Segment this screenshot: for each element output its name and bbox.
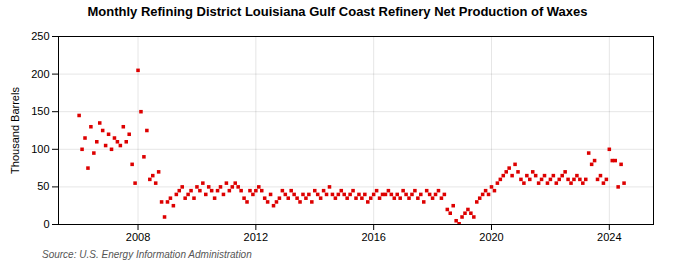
svg-text:2008: 2008 — [126, 231, 150, 243]
svg-text:2012: 2012 — [244, 231, 268, 243]
svg-text:150: 150 — [31, 105, 49, 117]
svg-text:100: 100 — [31, 143, 49, 155]
svg-text:2016: 2016 — [361, 231, 385, 243]
svg-text:250: 250 — [31, 30, 49, 42]
html-text:Monthly Refining District Loui: Monthly Refining District Louisiana Gulf… — [87, 4, 588, 19]
svg-text:2020: 2020 — [479, 231, 503, 243]
svg-text:50: 50 — [37, 180, 49, 192]
svg-text:2024: 2024 — [597, 231, 621, 243]
html-text:Source: U.S. Energy Informatio: Source: U.S. Energy Information Administ… — [42, 249, 252, 260]
svg-text:0: 0 — [43, 218, 49, 230]
svg-text:Thousand Barrels: Thousand Barrels — [9, 87, 21, 174]
svg-text:200: 200 — [31, 68, 49, 80]
